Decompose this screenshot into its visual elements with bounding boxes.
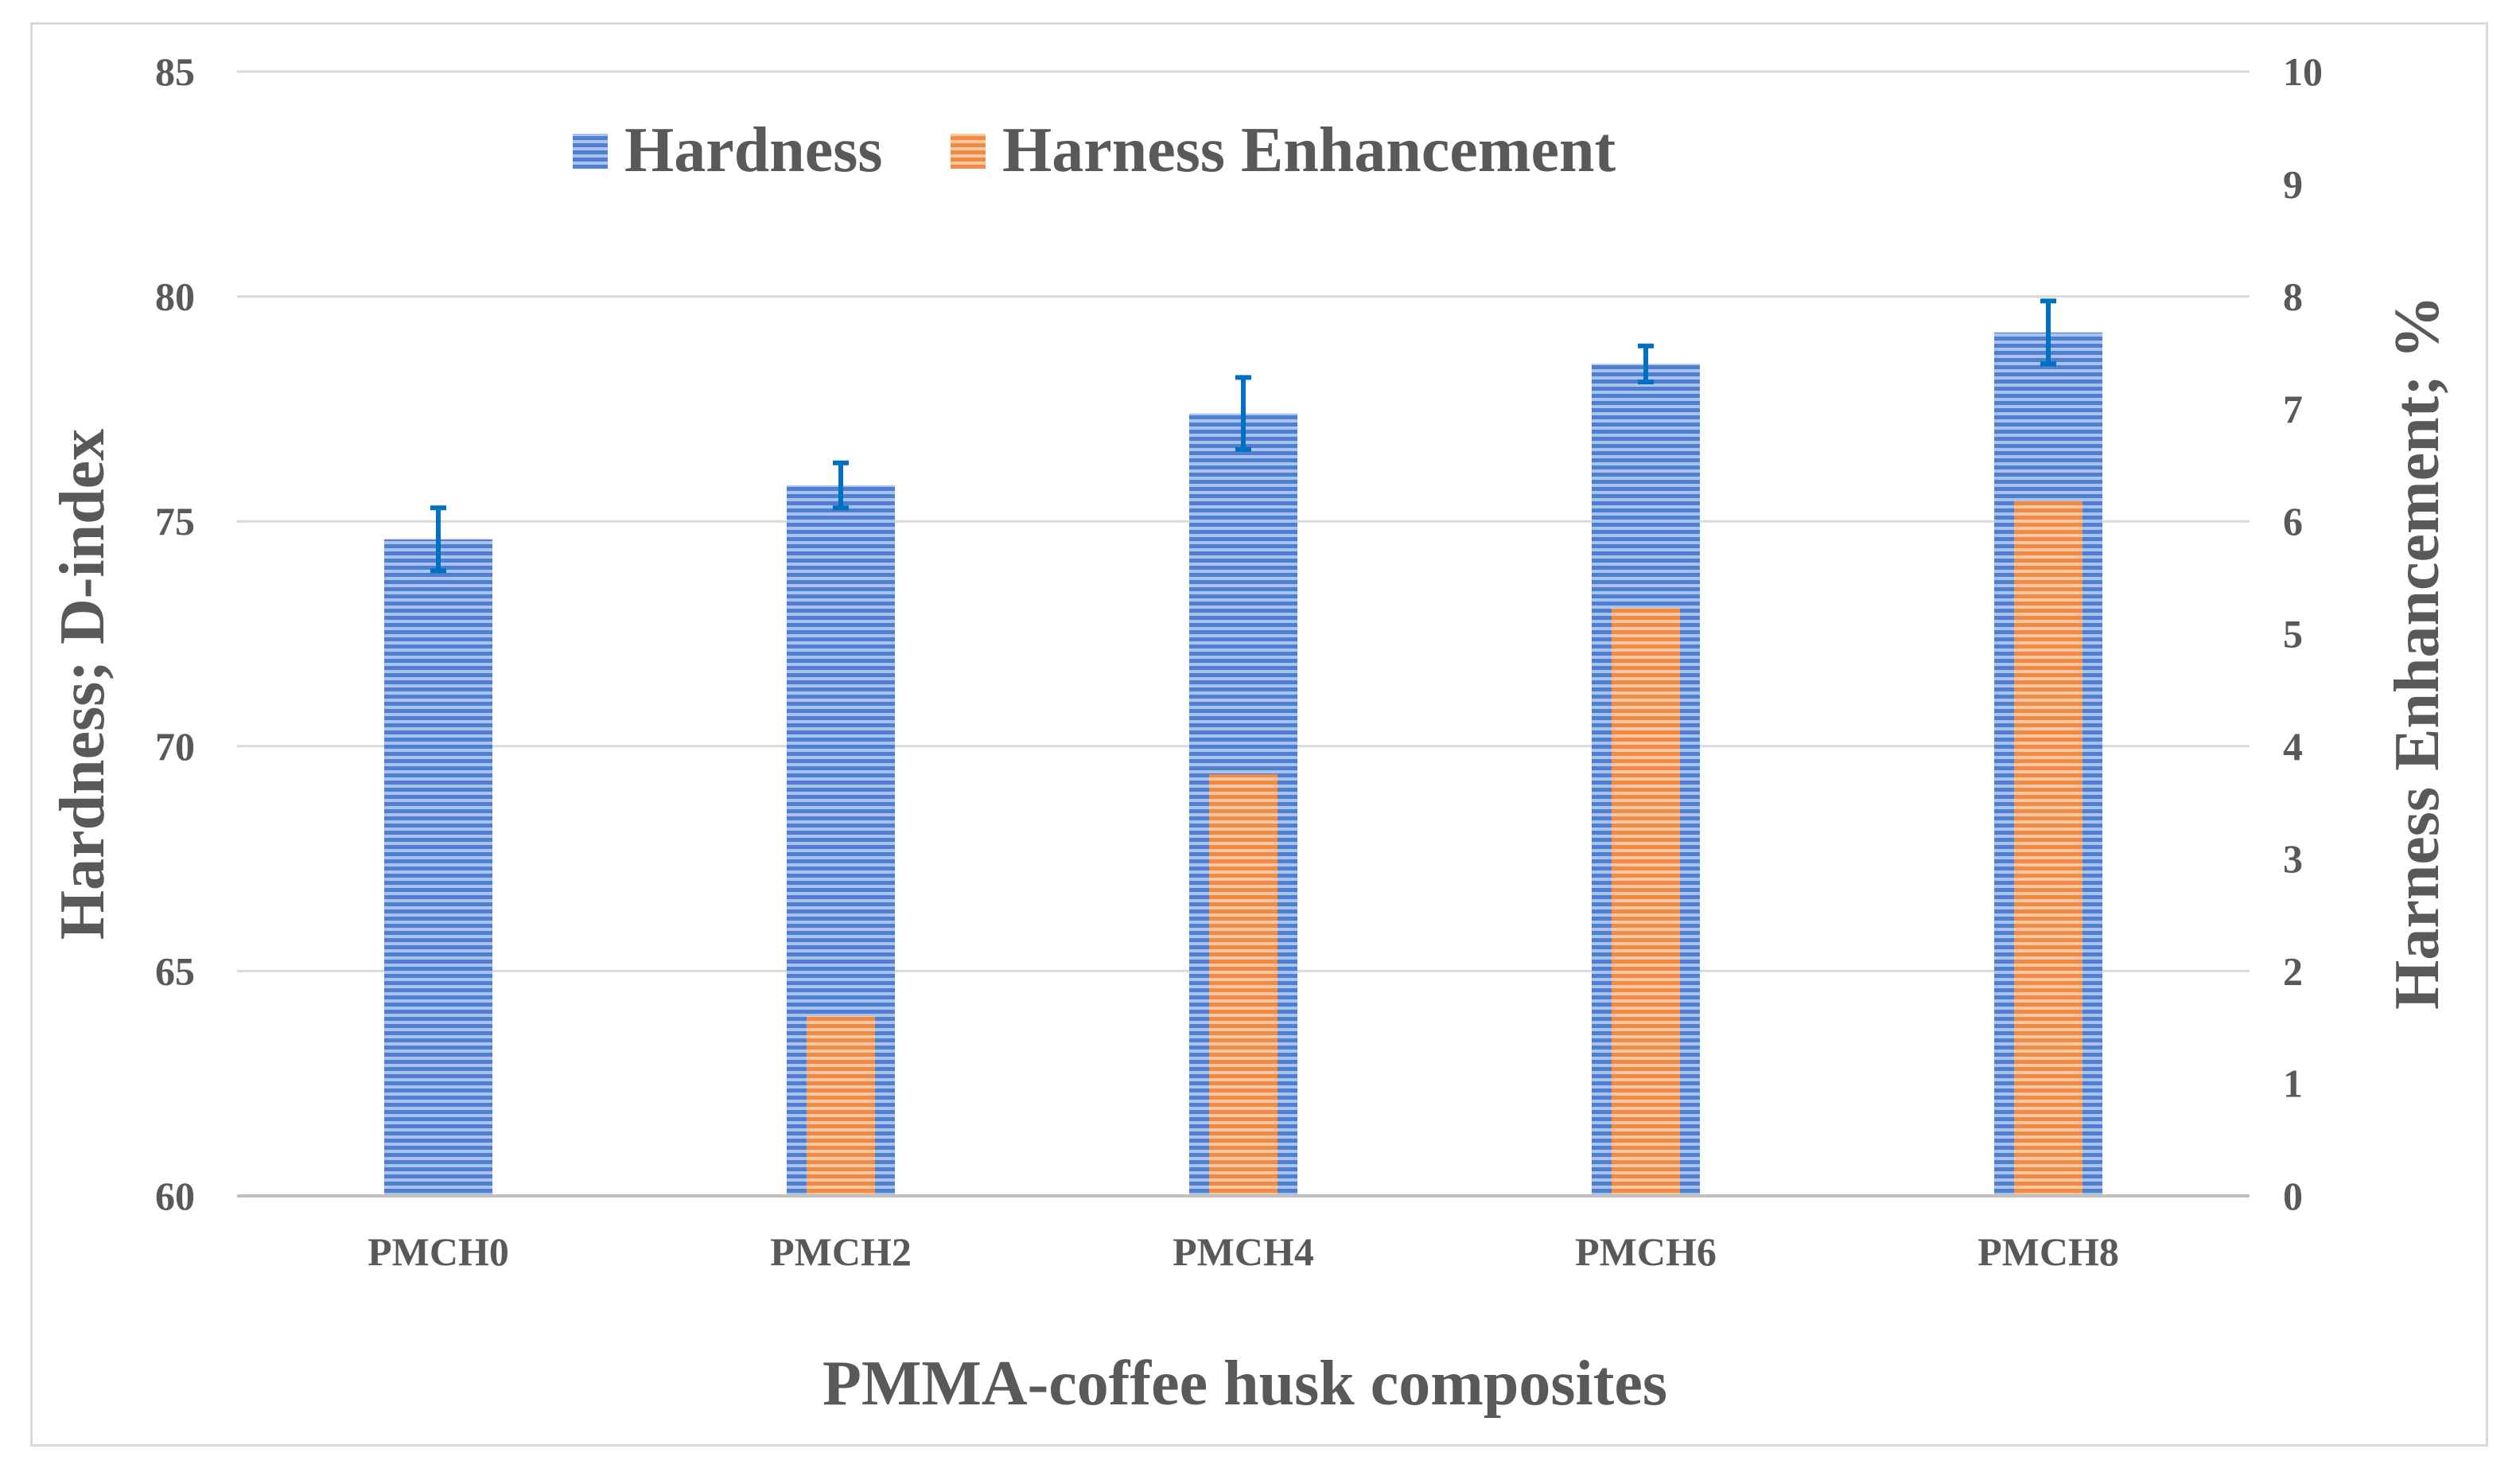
x-axis-title: PMMA-coffee husk composites: [822, 1349, 1667, 1419]
bar-enhancement: [1209, 774, 1278, 1196]
bar-enhancement: [1612, 608, 1680, 1196]
x-tick-label: PMCH4: [1172, 1229, 1314, 1274]
y2-tick-label: 0: [2283, 1174, 2303, 1218]
y-tick-label: 75: [155, 499, 195, 543]
y-tick-label: 60: [155, 1174, 195, 1218]
y-tick-label: 70: [155, 724, 195, 769]
legend-swatch-hardness: [573, 134, 608, 169]
y2-tick-label: 2: [2283, 948, 2303, 993]
x-tick-label: PMCH0: [368, 1229, 509, 1274]
y2-tick-label: 9: [2283, 162, 2303, 206]
y-axis-title: Hardness; D-index: [48, 429, 118, 940]
bar-hardness: [384, 539, 492, 1196]
x-tick-label: PMCH8: [1978, 1229, 2119, 1274]
legend-label-enhancement: Harness Enhancement: [1002, 115, 1616, 185]
y2-tick-label: 7: [2283, 387, 2303, 431]
y2-tick-label: 5: [2283, 612, 2303, 656]
x-tick-label: PMCH2: [770, 1229, 912, 1274]
y-tick-label: 65: [155, 948, 195, 993]
bars: [384, 332, 2102, 1196]
y2-tick-label: 1: [2283, 1061, 2303, 1106]
axes: 60 65 70 75 80 85 0 1 2 3 4 5 6 7 8 9 10 PMCH0 PMCH2 PMCH4 P…: [155, 49, 2323, 1274]
error-bars: [430, 298, 2056, 574]
legend: Hardness Harness Enhancement: [573, 115, 1616, 185]
legend-swatch-enhancement: [951, 134, 986, 169]
y2-tick-label: 10: [2283, 49, 2323, 94]
y-tick-label: 80: [155, 275, 195, 319]
y-tick-label: 85: [155, 49, 195, 94]
y2-tick-label: 6: [2283, 499, 2303, 543]
bar-enhancement: [807, 1015, 875, 1196]
legend-label-hardness: Hardness: [624, 115, 883, 185]
y2-tick-label: 3: [2283, 836, 2303, 881]
bar-enhancement: [2014, 500, 2082, 1196]
y2-tick-label: 8: [2283, 275, 2303, 319]
y2-axis-title: Harness Enhancement; %: [2382, 295, 2452, 1010]
x-tick-label: PMCH6: [1575, 1229, 1717, 1274]
y2-tick-label: 4: [2283, 724, 2303, 769]
